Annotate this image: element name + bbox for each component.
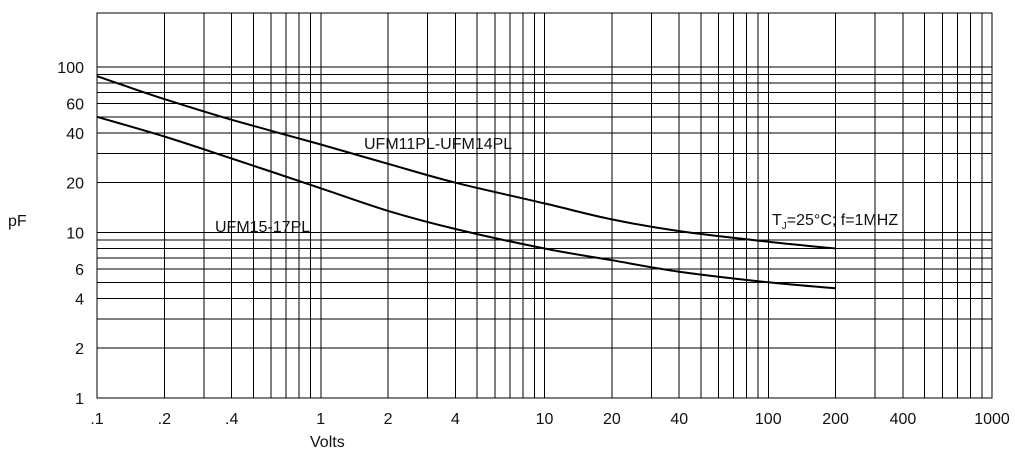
x-tick-label: 10 [536,411,554,428]
y-axis-label: pF [8,213,27,230]
annotation-conditions-sub: J [782,221,787,232]
annotation-ufm15-17: UFM15-17PL [215,219,310,236]
x-tick-label: .4 [225,411,238,428]
grid [97,13,992,398]
x-tick-label: 100 [755,411,782,428]
annotation-conditions-rest: =25°C; f=1MHZ [787,212,899,229]
x-tick-label: 40 [670,411,688,428]
y-tick-label: 2 [75,341,84,358]
series-lines [96,75,836,290]
x-axis-label: Volts [310,434,345,451]
y-tick-label: 40 [66,126,84,143]
y-axis-ticks: 1 2 4 6 10 20 40 60 100 [57,60,84,408]
plot-frame [96,12,993,399]
x-tick-label: .1 [90,411,103,428]
series-line-1 [96,75,836,250]
x-tick-label: 1 [316,411,325,428]
annotation-ufm11-14: UFM11PL-UFM14PL [364,136,512,153]
y-tick-label: 6 [75,262,84,279]
y-tick-label: 4 [75,291,84,308]
x-axis-ticks: .1 .2 .4 1 2 4 10 20 40 100 200 400 1000 [90,411,1010,428]
x-tick-label: 20 [603,411,621,428]
annotation-conditions-main: T [772,212,782,229]
x-tick-label: 200 [822,411,849,428]
y-tick-label: 60 [66,97,84,114]
x-tick-label: 1000 [974,411,1010,428]
x-tick-label: 2 [384,411,393,428]
x-tick-label: 4 [451,411,460,428]
y-tick-label: 100 [57,60,84,77]
annotation-conditions: TJ=25°C; f=1MHZ [772,212,898,232]
y-tick-label: 20 [66,176,84,193]
y-tick-label: 10 [66,226,84,243]
x-tick-label: .2 [158,411,171,428]
series-line-2 [96,115,836,290]
y-tick-label: 1 [75,391,84,408]
x-tick-label: 400 [890,411,917,428]
